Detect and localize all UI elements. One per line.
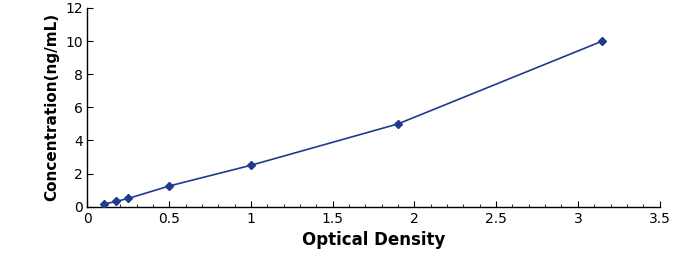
Y-axis label: Concentration(ng/mL): Concentration(ng/mL) <box>44 13 59 201</box>
X-axis label: Optical Density: Optical Density <box>302 231 446 249</box>
